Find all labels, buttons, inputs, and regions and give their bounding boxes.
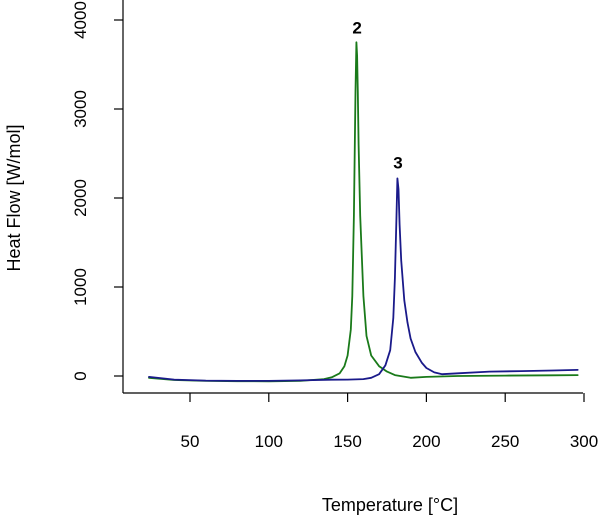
x-tick-label: 150 [333, 432, 361, 451]
x-tick-label: 50 [181, 432, 200, 451]
y-tick-label: 1000 [71, 268, 90, 306]
peak-label: 2 [352, 18, 361, 37]
y-tick-label: 3000 [71, 90, 90, 128]
x-ticks: 50 100 150 200 250 300 [181, 393, 598, 451]
x-tick-label: 200 [412, 432, 440, 451]
x-tick-label: 250 [491, 432, 519, 451]
x-tick-label: 100 [255, 432, 283, 451]
y-ticks: 0 1000 2000 3000 4000 [71, 1, 123, 381]
x-axis-title: Temperature [°C] [322, 495, 458, 515]
peak-label: 3 [393, 154, 402, 173]
y-tick-label: 0 [71, 371, 90, 380]
plot-frame [122, 0, 583, 394]
y-tick-label: 4000 [71, 1, 90, 39]
x-tick-label: 300 [570, 432, 598, 451]
series-line-1 [148, 41, 579, 383]
y-tick-label: 2000 [71, 179, 90, 217]
annotation-layer: 23 [352, 18, 402, 172]
series-layer [148, 41, 579, 383]
y-axis-title: Heat Flow [W/mol] [4, 124, 24, 271]
series-line-2 [148, 177, 579, 382]
